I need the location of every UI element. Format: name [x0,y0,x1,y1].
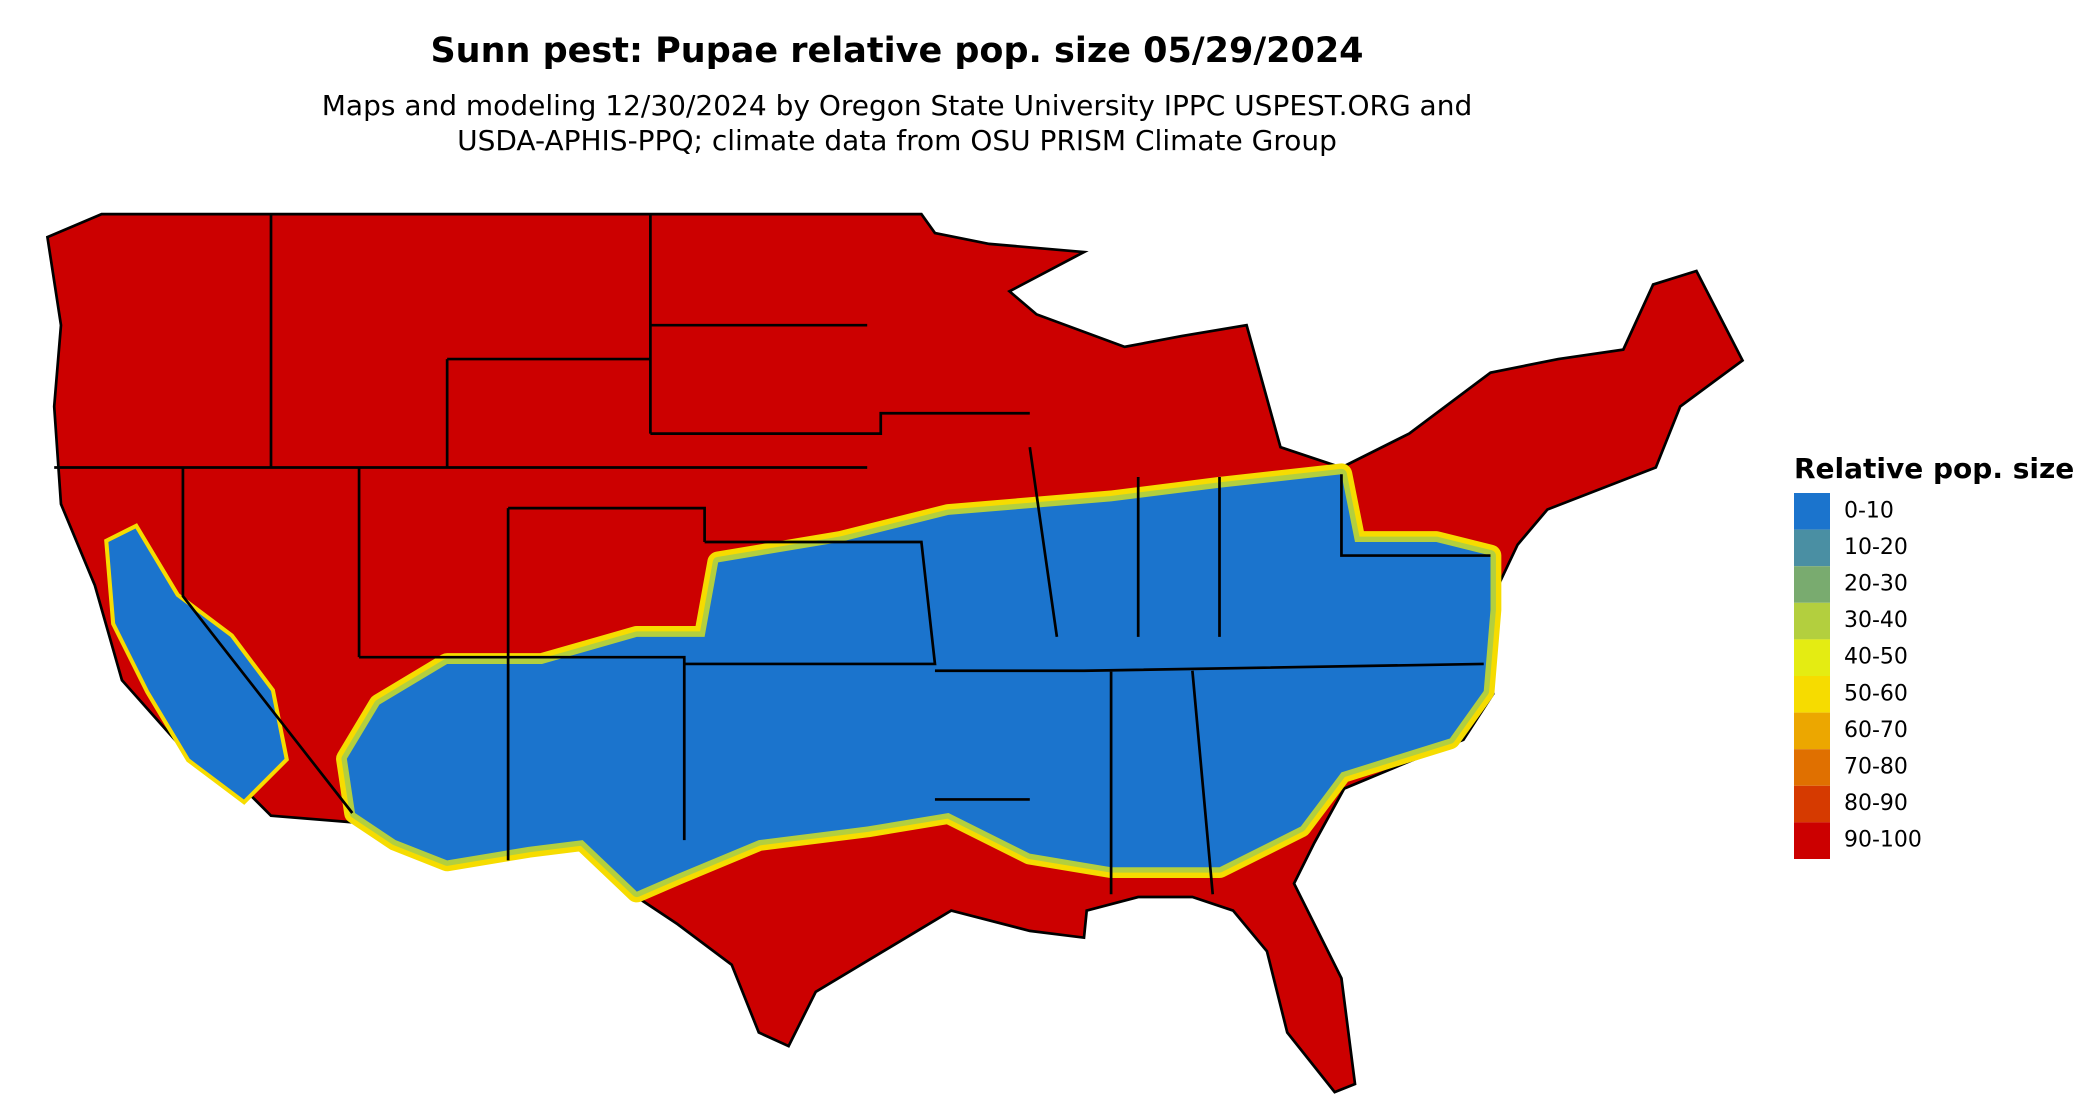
low-population-zone [104,463,1502,903]
legend-title: Relative pop. size [1794,452,2074,485]
map-subtitle: USDA-APHIS-PPQ; climate data from OSU PR… [457,124,1337,157]
us-map [45,212,1745,1094]
legend-swatch [1794,785,1830,823]
legend-swatch [1794,749,1830,786]
legend-swatch [1794,712,1830,750]
map-subtitle: Maps and modeling 12/30/2024 by Oregon S… [322,89,1473,122]
map-title: Sunn pest: Pupae relative pop. size 05/2… [430,31,1363,71]
legend-label: 90-100 [1844,828,1922,853]
legend: 0-10 10-20 20-30 30-40 40-50 50-60 60-70 70-80 8… [1794,493,1922,859]
legend-swatch [1794,602,1830,640]
legend-label: 60-70 [1844,718,1908,743]
legend-swatch [1794,493,1830,530]
legend-swatch [1794,639,1830,676]
legend-label: 70-80 [1844,755,1908,780]
legend-label: 50-60 [1844,681,1908,706]
state-borders [54,214,1491,895]
legend-label: 20-30 [1844,572,1908,597]
legend-swatch [1794,529,1830,567]
legend-swatch [1794,676,1830,713]
legend-label: 30-40 [1844,608,1908,633]
legend-label: 0-10 [1844,498,1894,523]
legend-label: 10-20 [1844,535,1908,560]
low-zone-east [346,474,1491,892]
legend-swatch [1794,822,1830,859]
legend-label: 80-90 [1844,791,1908,816]
low-zone-west [108,528,285,800]
legend-label: 40-50 [1844,645,1908,670]
legend-swatch [1794,566,1830,603]
